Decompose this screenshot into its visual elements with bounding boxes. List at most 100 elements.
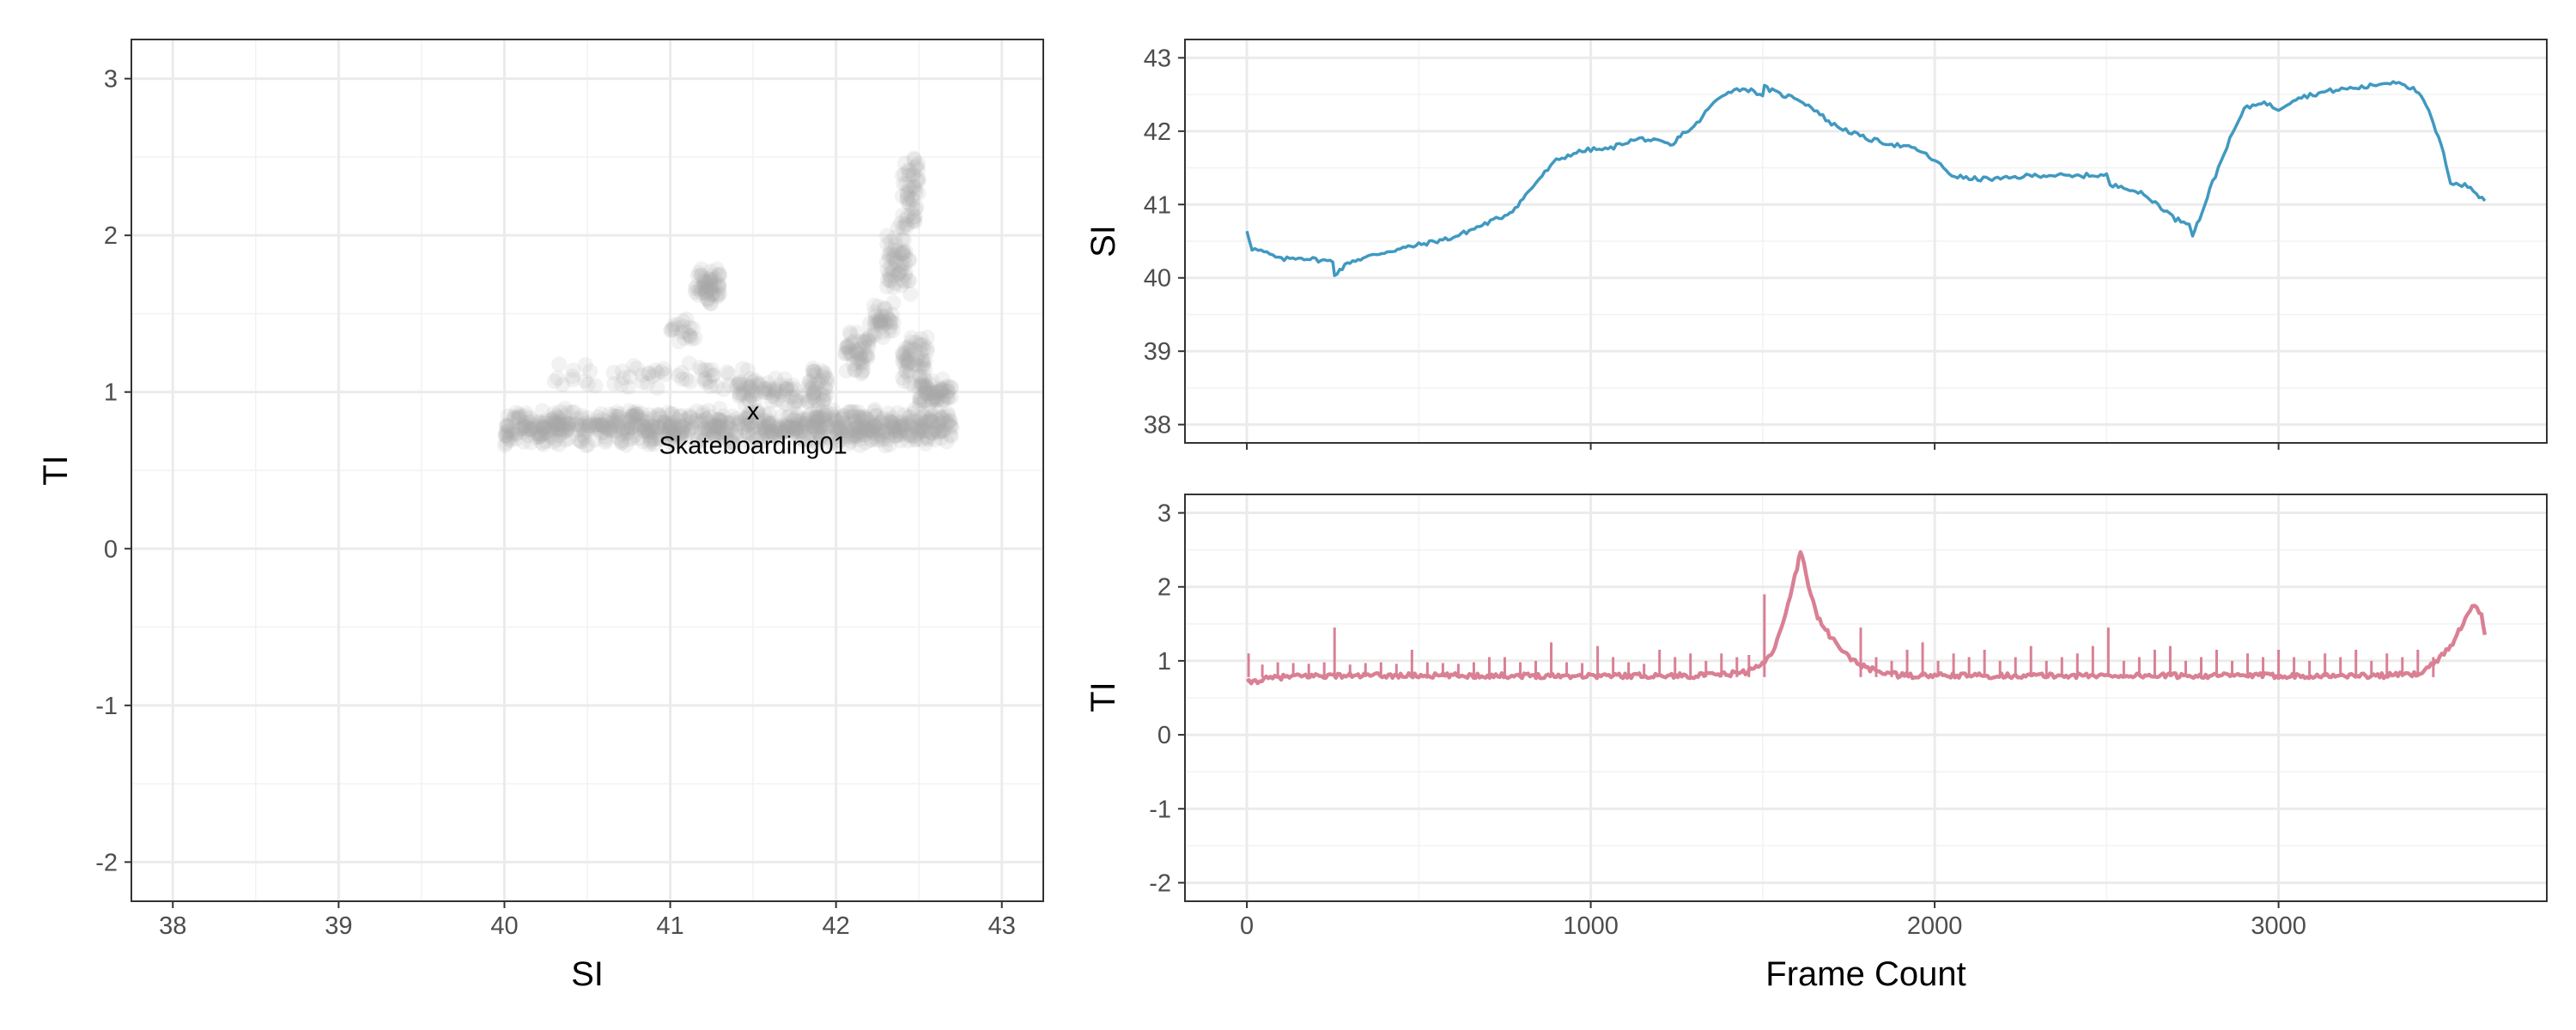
scatter-mean-marker: x [747, 398, 760, 426]
scatter-point [916, 336, 933, 353]
scatter-point [862, 421, 878, 438]
scatter-point [517, 419, 533, 435]
scatter-point [642, 432, 659, 448]
scatter-point [665, 429, 681, 445]
scatter-point [779, 397, 795, 413]
scatter-point [799, 393, 816, 409]
scatter-point [629, 360, 645, 377]
scatter-point [860, 331, 876, 348]
scatter-point [902, 427, 919, 444]
scatter-point [856, 340, 872, 356]
scatter-point [851, 427, 867, 443]
scatter-point [771, 425, 787, 441]
scatter-point [510, 410, 526, 427]
x-tick-label: 38 [159, 912, 186, 940]
scatter-point [505, 424, 521, 440]
scatter-point [908, 356, 924, 373]
scatter-point [780, 420, 796, 436]
scatter-point [730, 377, 746, 393]
scatter-point [901, 415, 917, 431]
scatter-point [682, 409, 698, 426]
scatter-point [841, 435, 857, 451]
scatter-point [748, 431, 764, 447]
scatter-point [917, 361, 933, 378]
scatter-point [663, 415, 679, 432]
scatter-point [664, 406, 680, 422]
scatter-point [768, 385, 784, 402]
scatter-point [556, 418, 572, 434]
scatter-point [789, 413, 805, 429]
scatter-point [647, 431, 663, 447]
scatter-point [743, 371, 759, 387]
scatter-point [808, 421, 824, 438]
scatter-point [931, 384, 947, 400]
scatter-point [813, 429, 829, 445]
scatter-point [635, 367, 651, 384]
scatter-point [878, 279, 895, 295]
scatter-point [894, 188, 910, 204]
scatter-point [805, 385, 821, 401]
scatter-point [550, 370, 566, 386]
ti-x-axis: 0 1000 2000 3000 [1240, 901, 2306, 940]
scatter-point [927, 421, 944, 438]
scatter-point [688, 284, 704, 300]
scatter-point [895, 421, 911, 438]
scatter-point [690, 287, 707, 303]
scatter-point [809, 415, 825, 432]
scatter-point [543, 427, 559, 444]
scatter-point [739, 417, 756, 433]
scatter-point [910, 173, 927, 189]
scatter-point [786, 412, 802, 428]
scatter-point [730, 416, 746, 433]
scatter-point [544, 410, 561, 427]
scatter-point [907, 428, 923, 445]
scatter-point [736, 420, 752, 436]
scatter-point [854, 354, 871, 371]
scatter-point [796, 415, 812, 432]
scatter-point [661, 421, 677, 437]
scatter-point [544, 429, 561, 445]
scatter-point [860, 418, 876, 434]
scatter-point [895, 243, 911, 259]
scatter-point [772, 384, 788, 400]
y-tick-label: 1 [1157, 648, 1171, 676]
scatter-point [867, 415, 884, 431]
scatter-point [899, 427, 915, 443]
scatter-point [508, 431, 525, 447]
scatter-point [743, 406, 759, 422]
scatter-point [680, 326, 696, 342]
scatter-point [899, 184, 915, 200]
scatter-point [917, 352, 933, 368]
scatter-point [885, 279, 902, 295]
scatter-point [903, 418, 920, 434]
scatter-point [892, 245, 908, 262]
scatter-point [709, 288, 726, 305]
scatter-point [565, 372, 581, 388]
scatter-point [624, 424, 641, 440]
scatter-point [866, 418, 883, 434]
scatter-point [827, 413, 843, 429]
scatter-point [886, 414, 902, 430]
scatter-point [741, 391, 757, 408]
scatter-point [791, 393, 807, 409]
scatter-point [856, 422, 872, 439]
scatter-point [811, 417, 828, 433]
scatter-point [734, 385, 750, 401]
scatter-point [651, 421, 667, 438]
scatter-point [875, 329, 891, 345]
scatter-point [788, 393, 805, 409]
scatter-point [822, 435, 838, 451]
scatter-point [812, 421, 829, 437]
scatter-point [613, 376, 629, 392]
scatter-point [856, 408, 872, 424]
scatter-point [811, 401, 827, 417]
scatter-point [587, 416, 604, 433]
scatter-y-axis-label: TI [37, 455, 75, 486]
scatter-point [543, 419, 559, 435]
scatter-point [815, 369, 831, 385]
scatter-minor-grid [131, 39, 1043, 901]
scatter-point [841, 340, 857, 356]
scatter-point [818, 370, 835, 386]
scatter-point [849, 324, 866, 341]
scatter-point [761, 405, 777, 421]
